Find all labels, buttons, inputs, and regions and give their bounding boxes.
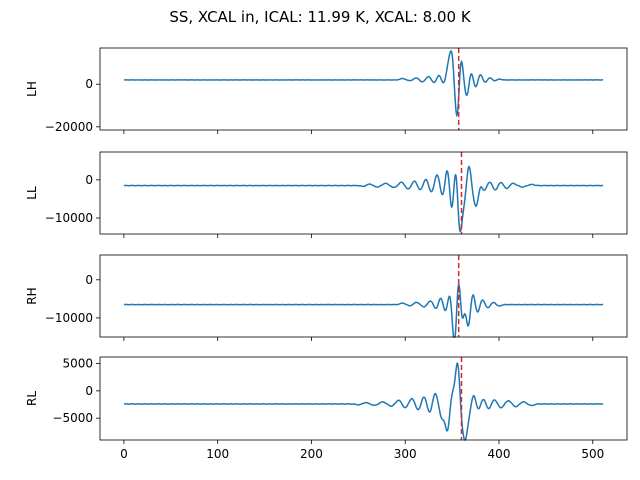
axes-frame	[99, 356, 628, 441]
y-tick-label: −5000	[52, 411, 93, 425]
y-tick-label: 0	[85, 173, 93, 187]
y-tick-label: 0	[85, 77, 93, 91]
x-tick-label: 300	[394, 447, 417, 461]
y-tick-label: −10000	[45, 211, 93, 225]
x-tick-label: 0	[120, 447, 128, 461]
series-line	[123, 361, 604, 441]
y-tick-label: −10000	[45, 311, 93, 325]
x-tick-label: 500	[581, 447, 604, 461]
x-tick-label: 100	[206, 447, 229, 461]
y-axis-label: RH	[25, 287, 39, 304]
y-tick-label: 0	[85, 273, 93, 287]
y-axis-label: RL	[25, 391, 39, 406]
y-tick-label: −20000	[45, 120, 93, 134]
axes-frame	[99, 47, 628, 131]
series-line	[123, 282, 604, 338]
series-line	[123, 165, 604, 233]
x-tick-label: 200	[300, 447, 323, 461]
y-tick-label: 0	[85, 384, 93, 398]
figure-title: SS, XCAL in, ICAL: 11.99 K, XCAL: 8.00 K	[169, 8, 471, 26]
axes-frame	[99, 151, 628, 235]
series-line	[123, 50, 604, 118]
y-axis-label: LL	[25, 186, 39, 200]
axes-frame	[99, 254, 628, 338]
x-tick-label: 400	[488, 447, 511, 461]
y-tick-label: 5000	[62, 357, 93, 371]
y-axis-label: LH	[25, 81, 39, 97]
